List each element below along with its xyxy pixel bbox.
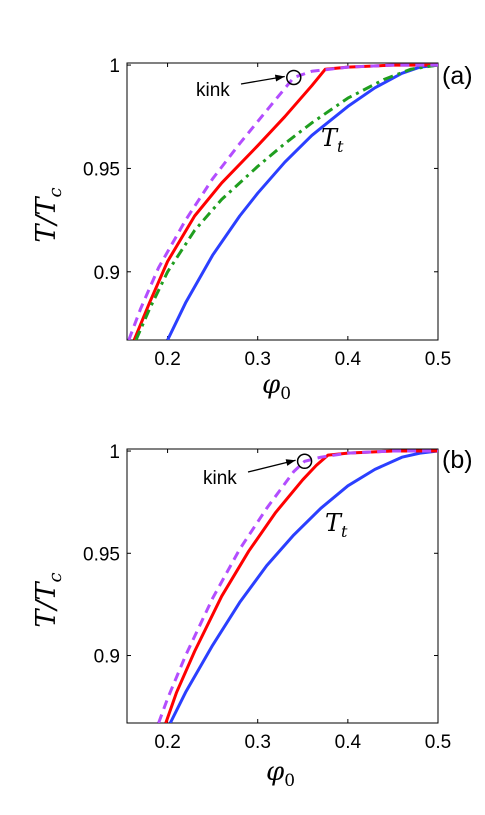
Tt-label: Tt	[321, 124, 344, 156]
y-tick-label: 0.9	[94, 647, 120, 668]
kink-marker	[286, 69, 302, 86]
annotation-group: kink Tt	[203, 453, 348, 541]
x-axis-label: φ0	[266, 757, 295, 791]
y-tick-label: 1	[109, 56, 120, 77]
x-tick-label: 0.4	[335, 732, 362, 753]
y-tick-label: 1	[109, 442, 120, 463]
kink-arrow-head	[274, 74, 285, 82]
y-axis-label: T/Tc	[31, 187, 66, 242]
x-tick-label: 0.5	[425, 732, 451, 753]
kink-marker	[296, 453, 313, 470]
kink-label: kink	[203, 468, 237, 489]
kink-arrow-head	[285, 459, 296, 466]
panel-label: (b)	[442, 446, 473, 474]
panel-a: 0.2 0.3 0.4 0.5 0.9 0.95 1 kink Tt (a) φ0 T/Tc	[31, 56, 473, 404]
y-axis-label: T/Tc	[31, 572, 66, 627]
series-line	[134, 63, 438, 340]
series-line	[127, 63, 438, 340]
x-tick-label: 0.5	[425, 349, 451, 370]
x-tick-label: 0.4	[335, 349, 362, 370]
y-tick-label: 0.95	[83, 159, 120, 180]
panel-label: (a)	[442, 62, 473, 90]
x-tick-label: 0.3	[244, 349, 270, 370]
x-tick-label: 0.3	[244, 732, 270, 753]
Tt-label: Tt	[325, 509, 348, 541]
plot-frame	[126, 448, 439, 724]
tick-group: 0.2 0.3 0.4 0.5 0.9 0.95 1	[83, 56, 451, 370]
series-line	[157, 449, 438, 723]
x-axis-label: φ0	[262, 370, 291, 404]
annotation-group: kink Tt	[196, 69, 344, 156]
series-line	[166, 63, 438, 340]
kink-label: kink	[196, 80, 230, 101]
y-tick-label: 0.9	[94, 263, 120, 284]
curve-group	[157, 449, 438, 723]
curve-group	[127, 63, 438, 340]
y-tick-label: 0.95	[83, 544, 120, 565]
tick-group: 0.2 0.3 0.4 0.5 0.9 0.95 1	[83, 442, 451, 753]
plot-frame	[126, 62, 439, 341]
panel-b: 0.2 0.3 0.4 0.5 0.9 0.95 1 kink Tt (b) φ0 T/Tc	[31, 442, 473, 791]
x-tick-label: 0.2	[154, 349, 180, 370]
series-line	[168, 449, 438, 723]
x-tick-label: 0.2	[154, 732, 180, 753]
